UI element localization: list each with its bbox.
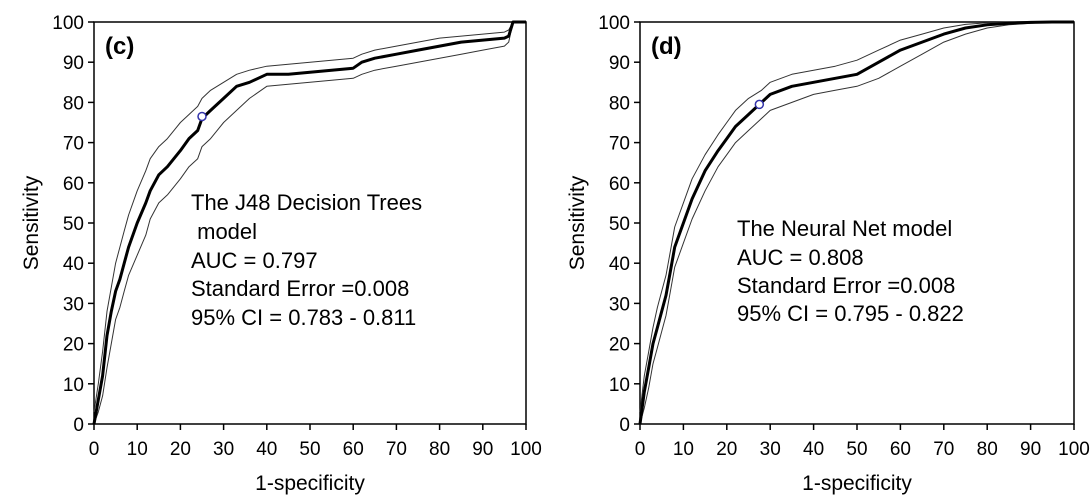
y-tick-label: 60 [63,174,84,195]
y-tick-label: 30 [63,294,84,315]
y-tick-label: 50 [63,214,84,235]
x-tick-label: 0 [635,439,646,460]
roc-curve-line [92,20,526,425]
x-tick-label: 30 [213,439,234,460]
y-tick-label: 100 [598,13,630,34]
x-tick-label: 10 [127,439,148,460]
y-tick-label: 70 [63,134,84,155]
tick-marks-c [88,21,527,430]
roc-panel-c: 0 10 20 30 40 50 60 70 80 90 100 0 10 20 30 40 50 60 70 80… [20,13,542,495]
x-tick-label: 60 [890,439,911,460]
cutoff-marker [754,99,765,110]
y-tick-label: 70 [609,134,630,155]
x-tick-label: 40 [256,439,277,460]
x-tick-label: 100 [510,439,542,460]
y-tick-label: 60 [609,174,630,195]
x-tick-label: 80 [429,439,450,460]
x-tick-label: 70 [933,439,954,460]
x-tick-label: 50 [846,439,867,460]
x-tick-label: 20 [716,439,737,460]
x-tick-label: 40 [803,439,824,460]
x-tick-label: 90 [1020,439,1041,460]
y-tick-label: 10 [609,375,630,396]
roc-curve-line [638,20,1074,425]
x-tick-label: 30 [760,439,781,460]
y-tick-labels-c: 0 10 20 30 40 50 60 70 80 90 100 [52,13,84,436]
y-tick-label: 0 [73,415,84,436]
ci-lower-line [639,21,1074,425]
roc-curve-d [638,20,1074,425]
y-tick-label: 80 [63,93,84,114]
y-axis-title-d: Sensitivity [566,175,589,270]
x-tick-label: 60 [343,439,364,460]
annotation-line: 95% CI = 0.783 - 0.811 [191,305,416,330]
y-tick-label: 10 [63,375,84,396]
y-axis-title-c: Sensitivity [20,175,43,270]
y-tick-label: 30 [609,294,630,315]
roc-curve-c [92,20,526,425]
panel-label-d: (d) [651,33,682,60]
y-tick-label: 100 [52,13,84,34]
x-tick-label: 100 [1058,439,1090,460]
tick-marks-d [634,21,1075,430]
x-tick-label: 80 [977,439,998,460]
annotation-line: The Neural Net model [737,216,952,241]
annotation-line: AUC = 0.797 [191,248,318,273]
ci-upper-curve-d [639,21,1074,412]
cutoff-point-d [754,99,765,110]
y-tick-label: 50 [609,214,630,235]
ci-lower-curve-c [93,21,526,425]
y-tick-label: 0 [619,415,630,436]
y-tick-label: 80 [609,93,630,114]
roc-panel-d: 0 10 20 30 40 50 60 70 80 90 100 0 10 20 30 40 50 60 70 80… [566,13,1090,495]
x-axis-title-c: 1-specificity [255,472,365,495]
x-tick-label: 0 [89,439,100,460]
x-tick-label: 90 [472,439,493,460]
y-tick-label: 40 [609,254,630,275]
annotation-line: The J48 Decision Trees [191,190,422,215]
x-tick-label: 70 [386,439,407,460]
x-tick-labels-c: 0 10 20 30 40 50 60 70 80 90 100 [89,439,542,460]
annotation-line: model [191,219,257,244]
y-tick-label: 20 [63,335,84,356]
ci-lower-line [93,21,526,425]
cutoff-point-c [197,111,207,122]
ci-upper-curve-c [93,21,526,412]
x-tick-label: 20 [170,439,191,460]
y-tick-label: 20 [609,335,630,356]
annotation-line: AUC = 0.808 [737,245,864,270]
x-tick-label: 10 [673,439,694,460]
ci-upper-line [93,21,526,412]
y-tick-label: 40 [63,254,84,275]
panel-label-c: (c) [105,33,134,60]
annotation-d: The Neural Net model AUC = 0.808 Standar… [737,216,964,326]
cutoff-marker [197,111,207,122]
annotation-line: 95% CI = 0.795 - 0.822 [737,301,964,326]
annotation-line: Standard Error =0.008 [191,276,409,301]
y-tick-labels-d: 0 10 20 30 40 50 60 70 80 90 100 [598,13,630,436]
y-tick-label: 90 [63,53,84,74]
ci-lower-curve-d [639,21,1074,425]
ci-upper-line [639,21,1074,412]
y-tick-label: 90 [609,53,630,74]
annotation-line: Standard Error =0.008 [737,273,955,298]
x-tick-labels-d: 0 10 20 30 40 50 60 70 80 90 100 [635,439,1090,460]
x-tick-label: 50 [299,439,320,460]
annotation-c: The J48 Decision Trees model AUC = 0.797… [191,190,422,330]
x-axis-title-d: 1-specificity [802,472,912,495]
